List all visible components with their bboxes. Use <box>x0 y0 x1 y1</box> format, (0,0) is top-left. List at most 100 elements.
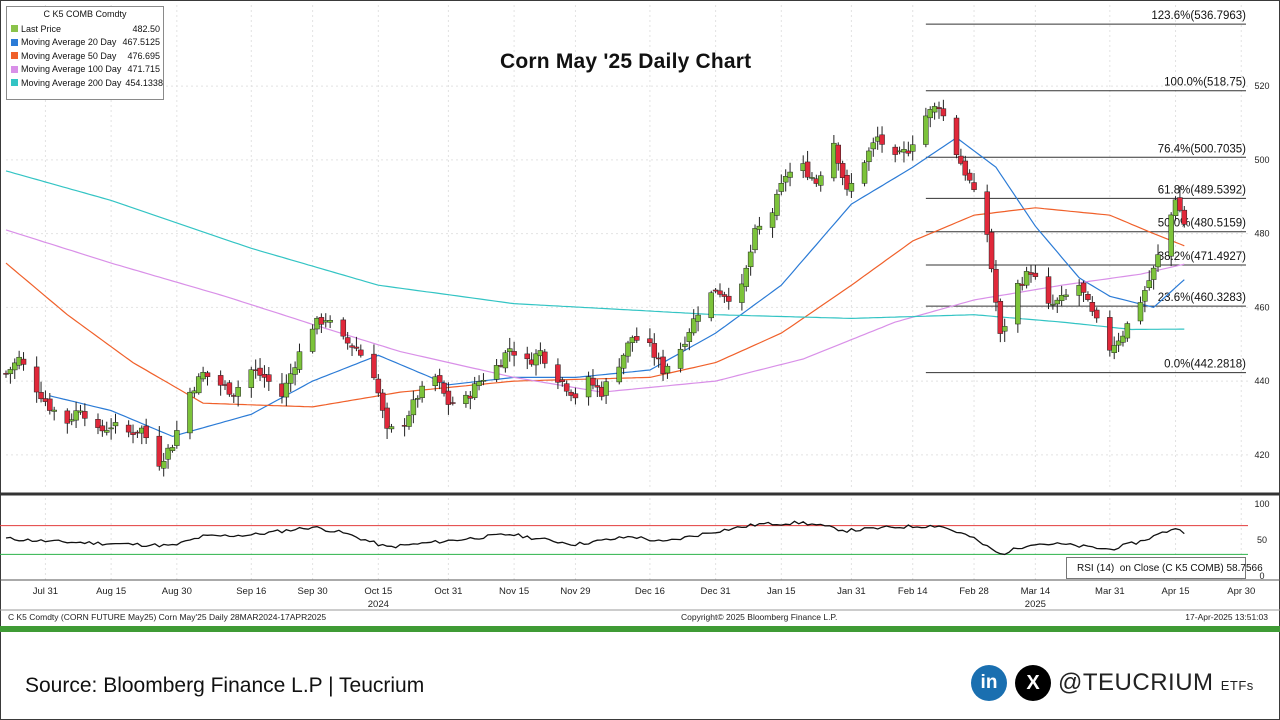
candle-body <box>590 377 596 386</box>
x-tick-label: Nov 15 <box>499 586 529 597</box>
candle-body <box>480 379 487 382</box>
candle-body <box>1155 254 1161 268</box>
candle-body <box>1137 302 1144 322</box>
linkedin-letters: in <box>980 672 998 693</box>
candle-body <box>866 150 872 163</box>
candle-body <box>909 144 916 152</box>
x-tick-label: Feb 14 <box>898 586 928 597</box>
x-icon[interactable]: X <box>1015 665 1051 701</box>
candle-body <box>958 155 964 164</box>
rsi-tick-label: 100 <box>1254 499 1269 509</box>
candle-body <box>1045 276 1052 304</box>
candle-body <box>349 345 355 348</box>
candle-body <box>774 193 780 216</box>
candle-body <box>414 398 421 400</box>
candle-body <box>344 337 351 344</box>
chart-title: Corn May '25 Daily Chart <box>500 50 752 73</box>
year-label: 2024 <box>368 599 389 610</box>
candle-body <box>1080 282 1087 293</box>
candle-body <box>634 336 640 341</box>
candle-body <box>7 369 14 375</box>
y-tick-label: 500 <box>1254 155 1269 165</box>
rsi-value: 58.7566 <box>1226 562 1263 574</box>
rsi-name: RSI (14) <box>1077 562 1115 574</box>
candle-body <box>603 381 609 396</box>
legend-swatch <box>11 65 18 73</box>
candle-body <box>782 176 789 183</box>
moving-average-line <box>49 136 1185 438</box>
x-tick-label: Jan 31 <box>837 586 866 597</box>
candle-body <box>524 353 531 360</box>
candle-body <box>585 376 592 398</box>
candle-body <box>660 356 666 374</box>
candle-body <box>248 369 255 388</box>
legend-value: 476.695 <box>127 50 160 61</box>
candle-body <box>1124 323 1131 339</box>
candle-body <box>73 410 79 421</box>
legend-value: 482.50 <box>132 23 160 34</box>
candle-body <box>406 415 412 427</box>
x-tick-label: Oct 31 <box>434 586 462 597</box>
candle-body <box>848 183 855 192</box>
candle-body <box>962 160 969 176</box>
candle-body <box>870 142 877 150</box>
x-tick-label: Apr 15 <box>1162 586 1190 597</box>
candle-body <box>555 364 561 383</box>
candle-body <box>984 191 990 235</box>
x-tick-label: Feb 28 <box>959 586 989 597</box>
candle-body <box>174 430 180 446</box>
candle-body <box>266 374 272 382</box>
candle-body <box>463 394 469 404</box>
candle-body <box>620 354 627 369</box>
fib-level-label: 100.0%(518.75) <box>1164 77 1246 89</box>
candle-body <box>1063 294 1069 297</box>
candle-body <box>572 393 579 399</box>
fib-level-label: 38.2%(471.4927) <box>1158 251 1246 263</box>
x-tick-label: Dec 16 <box>635 586 665 597</box>
teucrium-handle[interactable]: @TEUCRIUM ETFs <box>1058 669 1254 697</box>
x-tick-label: Mar 31 <box>1095 586 1125 597</box>
candle-body <box>388 426 395 430</box>
candle-body <box>756 225 763 230</box>
candle-body <box>327 320 333 323</box>
fibonacci-layer: 123.6%(536.7963) 100.0%(518.75) 76.4%(500.… <box>925 10 1246 374</box>
candle-body <box>384 407 390 429</box>
candle-body <box>743 267 750 287</box>
rsi-on: on Close (C K5 COMB) <box>1119 562 1224 574</box>
candle-body <box>476 381 482 386</box>
candle-body <box>778 183 785 192</box>
fib-level-label: 23.6%(460.3283) <box>1158 292 1246 304</box>
candle-body <box>651 343 658 358</box>
candle-body <box>966 172 973 181</box>
candle-body <box>112 422 119 427</box>
candlestick-layer <box>3 99 1188 477</box>
candle-body <box>616 366 622 383</box>
candle-body <box>283 382 290 398</box>
candle-body <box>1023 271 1030 286</box>
candle-body <box>988 231 995 270</box>
candle-body <box>187 391 193 434</box>
candle-body <box>879 134 885 145</box>
candle-body <box>99 425 106 432</box>
candle-body <box>506 348 513 353</box>
candle-body <box>1120 335 1126 343</box>
rsi-legend: RSI (14) on Close (C K5 COMB) 58.7566 <box>1066 557 1263 579</box>
grid-layer <box>6 5 1250 580</box>
linkedin-icon[interactable]: in <box>971 665 1007 701</box>
legend-value: 467.5125 <box>122 37 160 48</box>
candle-body <box>997 300 1004 334</box>
candle-body <box>542 351 548 364</box>
candle-body <box>1111 345 1117 353</box>
candle-body <box>563 383 570 392</box>
candle-body <box>143 425 149 439</box>
candle-body <box>169 447 176 451</box>
candle-body <box>804 161 811 178</box>
candle-body <box>717 290 723 295</box>
candle-body <box>1177 197 1183 211</box>
y-tick-label: 440 <box>1254 376 1269 386</box>
candle-body <box>47 398 53 411</box>
candle-body <box>559 379 566 382</box>
candle-body <box>165 447 171 460</box>
rsi-layer: 0 50 100 <box>0 499 1270 581</box>
candle-body <box>923 115 929 145</box>
